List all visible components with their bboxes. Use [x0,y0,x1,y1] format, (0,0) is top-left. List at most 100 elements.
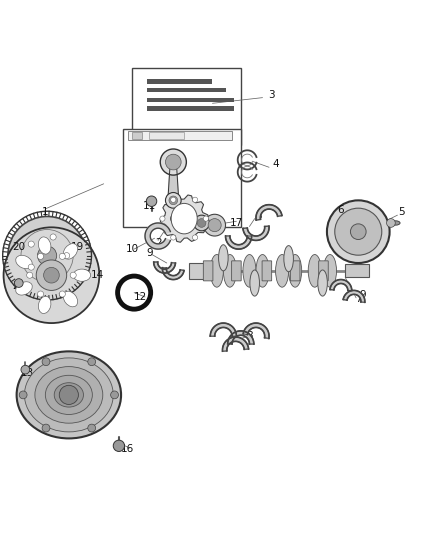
Text: 16: 16 [121,445,134,454]
FancyBboxPatch shape [149,133,184,139]
Text: 4: 4 [272,159,279,169]
Ellipse shape [35,367,103,423]
Polygon shape [330,279,352,290]
Text: 12: 12 [134,292,147,302]
FancyBboxPatch shape [345,264,369,277]
Text: 10: 10 [125,244,138,254]
Ellipse shape [243,255,256,287]
Circle shape [88,424,95,432]
Circle shape [42,424,50,432]
Circle shape [113,440,124,451]
FancyBboxPatch shape [147,98,234,102]
Circle shape [38,253,44,260]
Ellipse shape [289,255,302,287]
Text: 11: 11 [143,200,156,211]
Circle shape [88,358,95,366]
Circle shape [203,216,208,221]
Ellipse shape [323,255,336,287]
FancyBboxPatch shape [147,88,226,92]
Circle shape [59,385,78,405]
Polygon shape [243,226,269,240]
Ellipse shape [73,269,91,281]
Ellipse shape [17,351,121,439]
Text: 14: 14 [91,270,104,280]
Text: 9: 9 [146,248,153,259]
Circle shape [14,279,23,287]
Ellipse shape [54,383,84,407]
Circle shape [44,268,59,283]
Polygon shape [223,337,248,351]
Text: 3: 3 [268,90,275,100]
Text: 20: 20 [12,242,25,252]
Ellipse shape [223,255,237,287]
Polygon shape [160,195,208,243]
Circle shape [208,219,221,232]
FancyBboxPatch shape [188,263,206,279]
Text: 17: 17 [230,218,243,228]
FancyBboxPatch shape [147,79,212,84]
Circle shape [111,391,118,399]
Circle shape [166,154,181,170]
FancyBboxPatch shape [132,68,241,144]
Circle shape [335,208,382,255]
Text: 18: 18 [208,227,221,237]
Ellipse shape [256,255,269,287]
Ellipse shape [171,215,176,222]
Text: 6: 6 [338,205,344,215]
Text: 5: 5 [399,207,405,217]
FancyBboxPatch shape [203,261,213,281]
Circle shape [59,253,65,260]
FancyBboxPatch shape [232,261,241,281]
Ellipse shape [171,204,197,234]
Ellipse shape [284,246,293,272]
Text: 21: 21 [12,281,25,291]
Ellipse shape [391,221,400,225]
Ellipse shape [219,245,228,271]
Circle shape [28,264,34,270]
Circle shape [42,358,50,366]
Text: 1: 1 [42,207,48,217]
Polygon shape [210,323,237,336]
Ellipse shape [210,255,223,287]
FancyBboxPatch shape [132,132,141,140]
Circle shape [327,200,390,263]
Circle shape [171,235,176,240]
Circle shape [192,197,198,203]
Circle shape [19,391,27,399]
Circle shape [166,192,181,208]
Ellipse shape [16,255,32,269]
Text: 13: 13 [21,368,34,378]
Polygon shape [256,205,282,220]
Circle shape [197,219,206,228]
Circle shape [50,271,56,277]
Circle shape [21,365,30,374]
Circle shape [350,224,366,239]
Text: 8: 8 [255,212,261,221]
Circle shape [38,246,57,265]
Circle shape [59,291,65,297]
Circle shape [146,196,157,206]
Polygon shape [154,262,176,273]
Text: 2: 2 [155,238,161,247]
Circle shape [64,253,70,259]
Ellipse shape [318,270,327,296]
Circle shape [192,235,198,240]
FancyBboxPatch shape [262,261,272,281]
Ellipse shape [39,237,51,254]
Ellipse shape [250,270,259,296]
Ellipse shape [39,296,51,313]
Circle shape [28,241,34,247]
Polygon shape [228,331,254,344]
Circle shape [194,215,209,231]
Circle shape [8,216,86,295]
Ellipse shape [16,282,32,295]
FancyBboxPatch shape [147,107,234,111]
Circle shape [160,149,186,175]
FancyBboxPatch shape [123,130,241,228]
Circle shape [204,214,226,236]
FancyBboxPatch shape [290,261,300,281]
Text: 19: 19 [71,242,84,252]
Circle shape [4,228,99,323]
Ellipse shape [46,375,92,415]
Circle shape [160,216,165,221]
